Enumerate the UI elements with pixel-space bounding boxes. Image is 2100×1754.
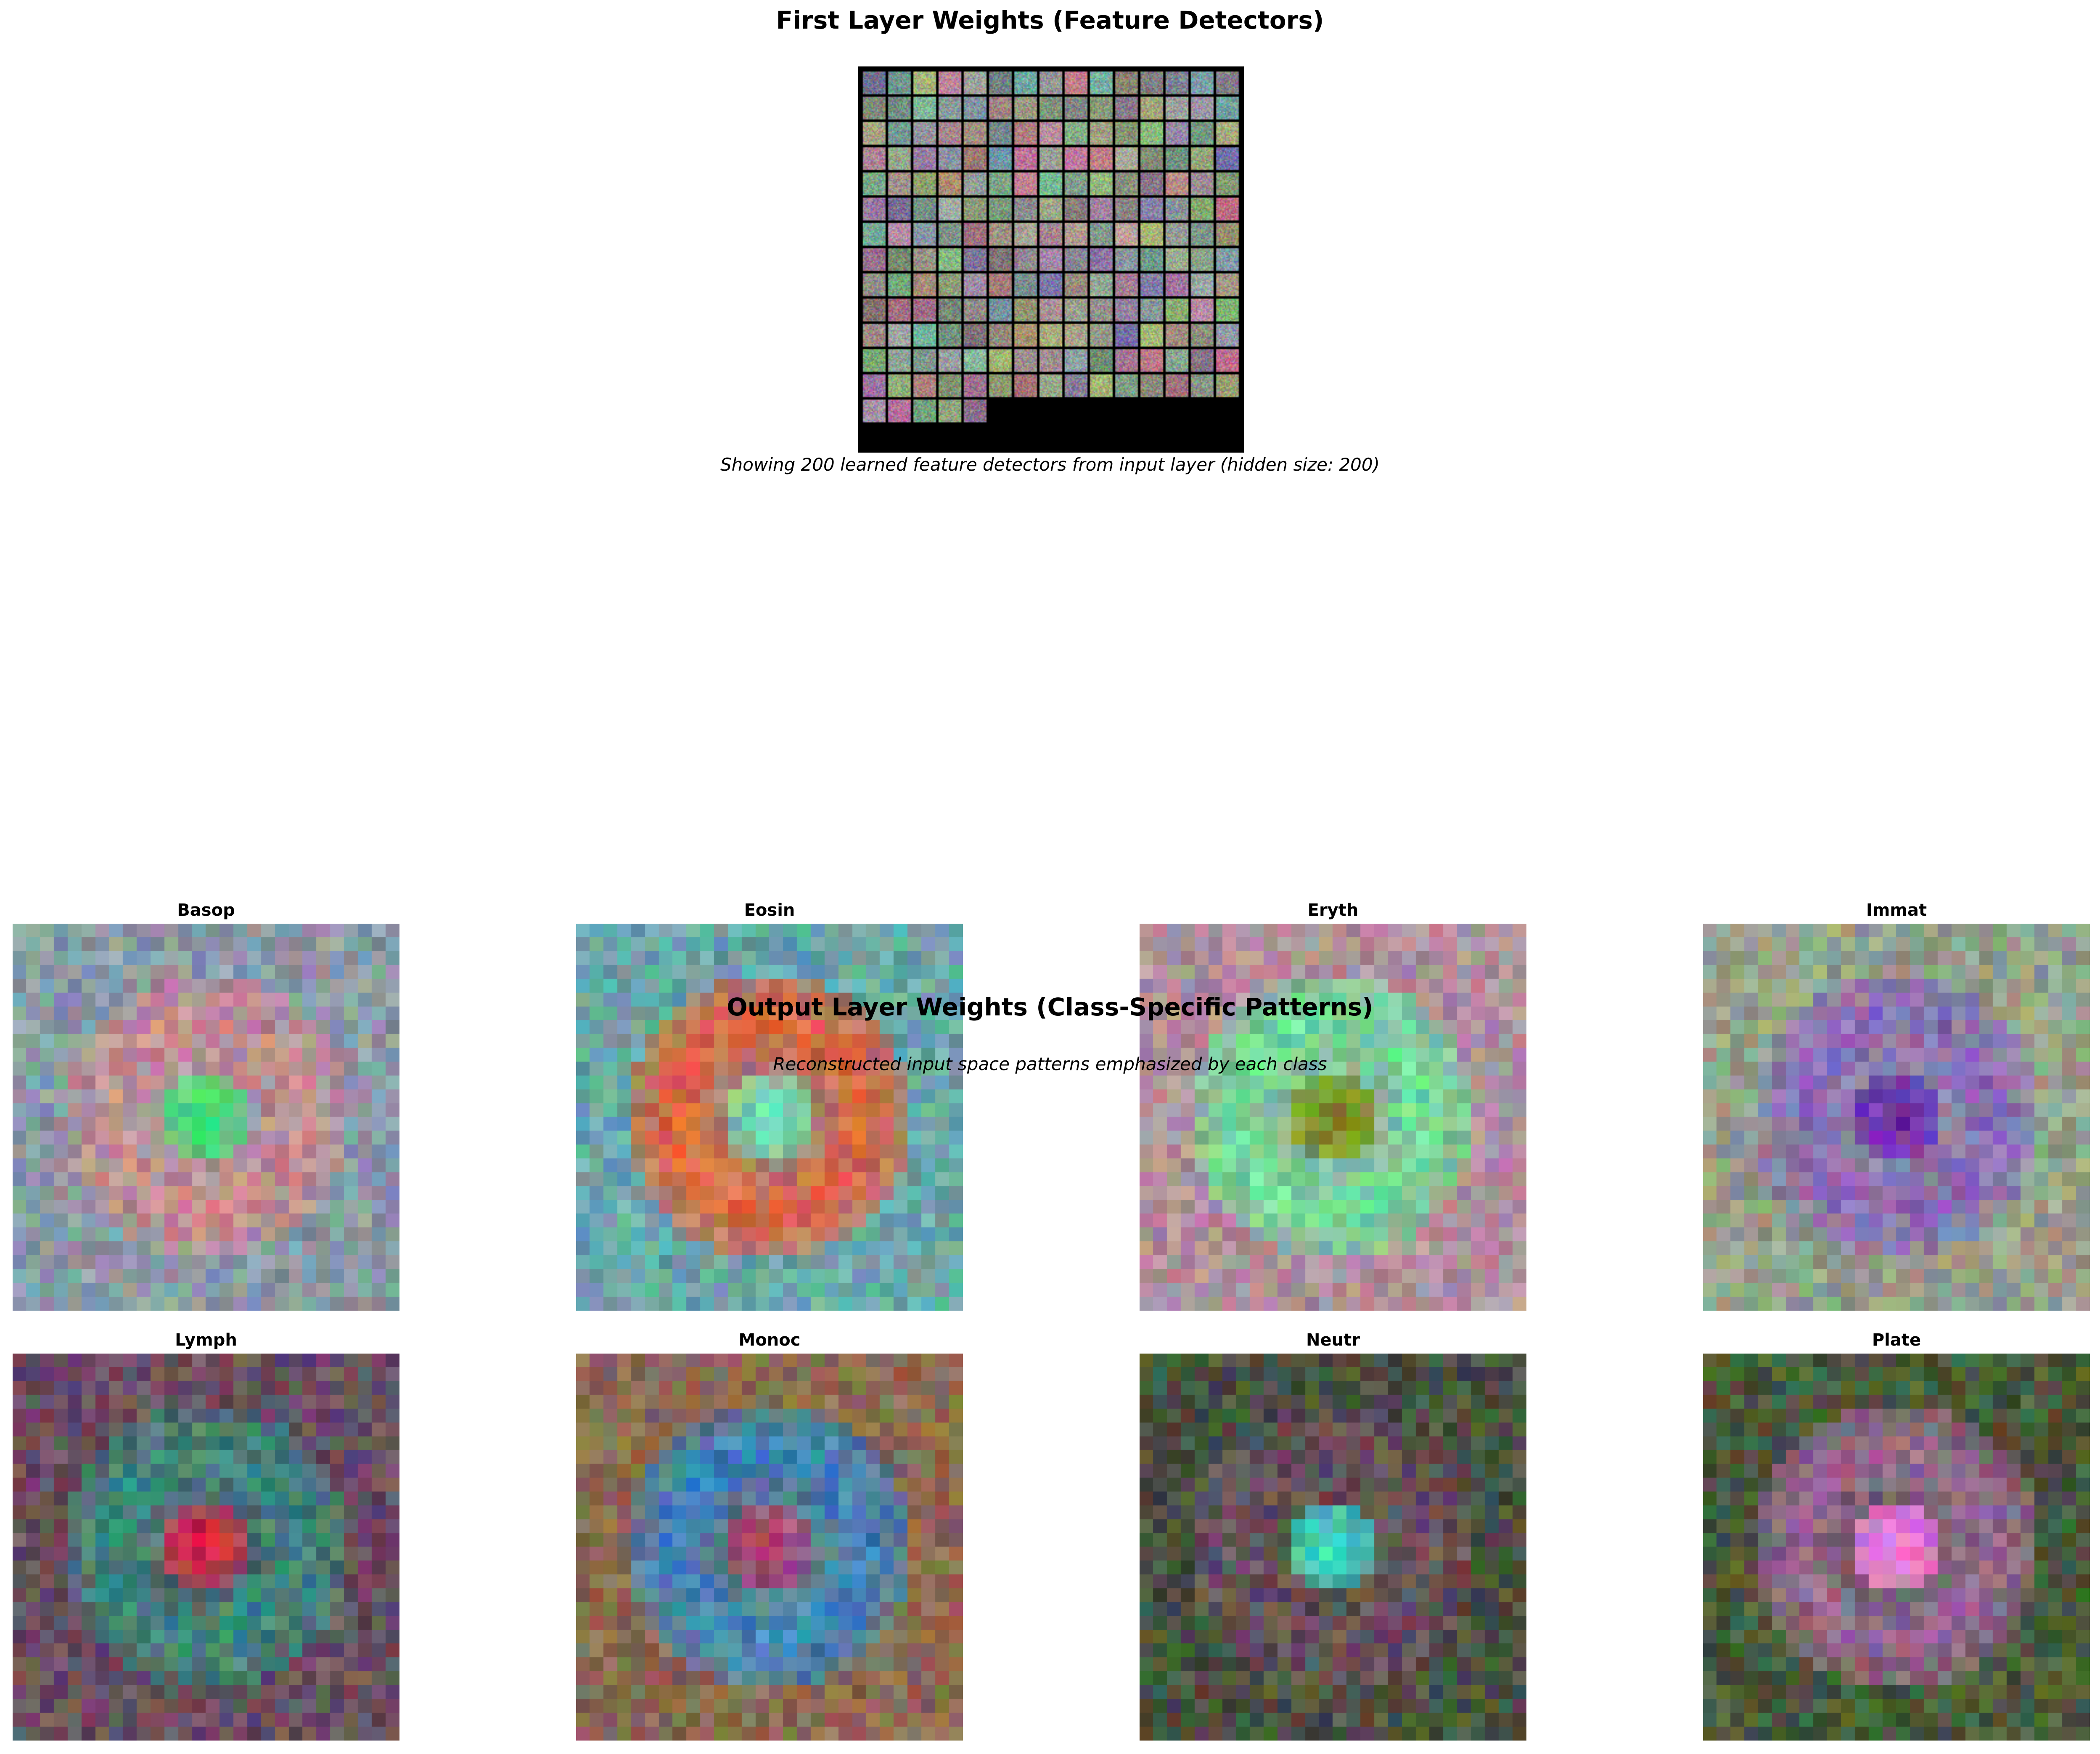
class-pattern-image bbox=[1140, 1354, 1526, 1741]
feature-detector-mosaic-image bbox=[858, 66, 1244, 453]
class-panel-eosin: Eosin bbox=[576, 899, 963, 1311]
class-label: Immat bbox=[1866, 901, 1927, 920]
class-panel-neutr: Neutr bbox=[1140, 1329, 1526, 1741]
class-label: Monoc bbox=[738, 1330, 801, 1350]
class-label: Plate bbox=[1872, 1330, 1921, 1350]
class-panel-plate: Plate bbox=[1703, 1329, 2090, 1741]
class-pattern-image bbox=[13, 924, 399, 1311]
class-pattern-image bbox=[1140, 924, 1526, 1311]
class-label: Lymph bbox=[175, 1330, 237, 1350]
class-pattern-image bbox=[576, 924, 963, 1311]
figure-title: First Layer Weights (Feature Detectors) bbox=[776, 6, 1324, 34]
class-pattern-image bbox=[13, 1354, 399, 1741]
output-section-caption: Reconstructed input space patterns empha… bbox=[773, 1054, 1327, 1074]
class-label: Neutr bbox=[1306, 1330, 1360, 1350]
class-panel-monoc: Monoc bbox=[576, 1329, 963, 1741]
output-section-title: Output Layer Weights (Class-Specific Pat… bbox=[727, 993, 1373, 1021]
figure-caption: Showing 200 learned feature detectors fr… bbox=[720, 454, 1380, 475]
class-label: Basop bbox=[177, 901, 235, 920]
class-panel-eryth: Eryth bbox=[1140, 899, 1526, 1311]
class-panel-lymph: Lymph bbox=[13, 1329, 399, 1741]
class-pattern-image bbox=[1703, 924, 2090, 1311]
class-pattern-image bbox=[576, 1354, 963, 1741]
class-panel-immat: Immat bbox=[1703, 899, 2090, 1311]
class-label: Eryth bbox=[1307, 901, 1359, 920]
feature-detector-mosaic bbox=[858, 66, 1244, 453]
class-panel-basop: Basop bbox=[13, 899, 399, 1311]
class-pattern-image bbox=[1703, 1354, 2090, 1741]
class-label: Eosin bbox=[744, 901, 795, 920]
